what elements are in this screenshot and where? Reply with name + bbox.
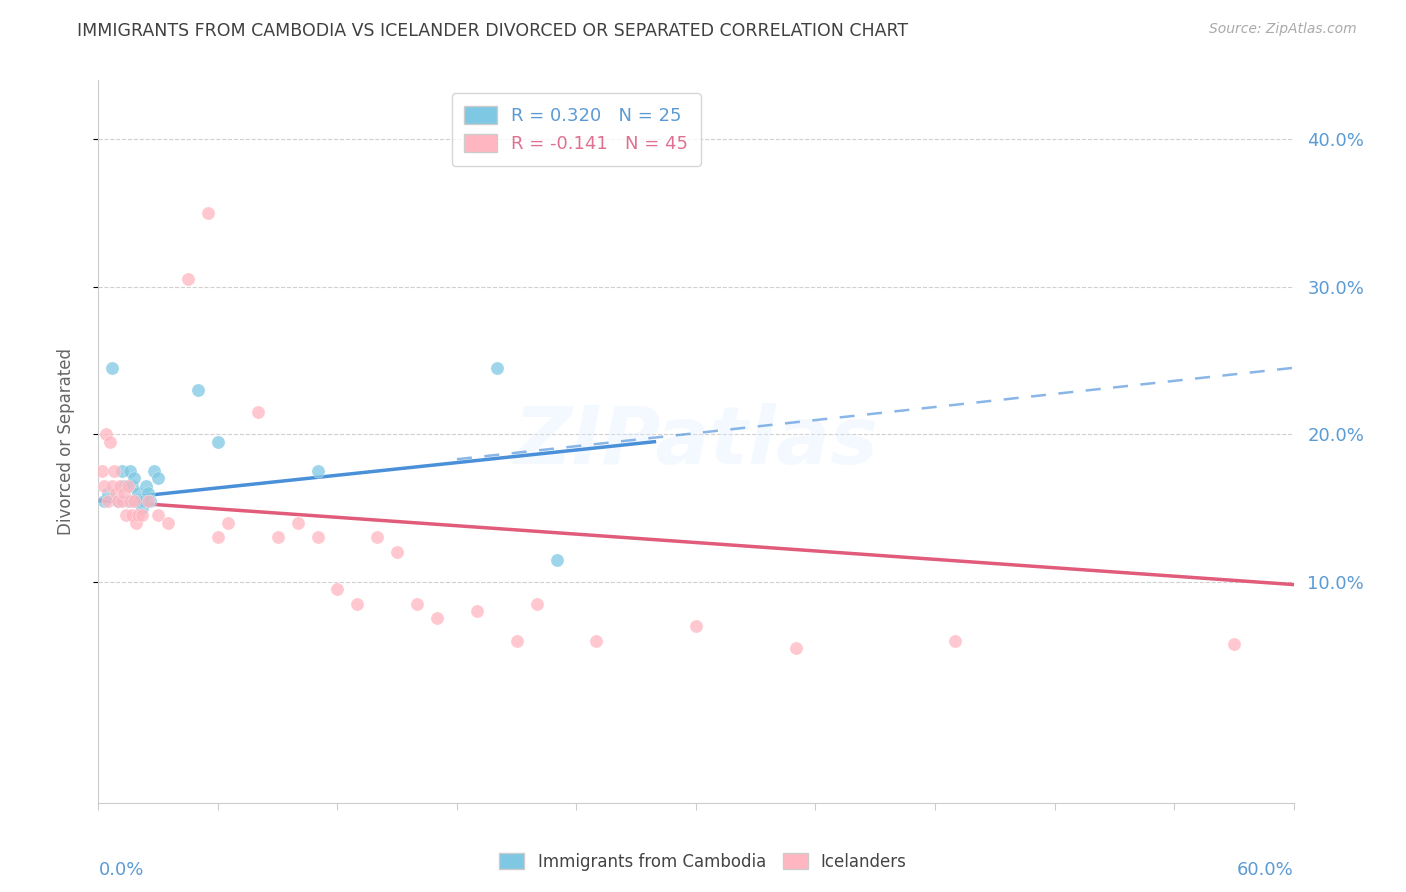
- Point: [93, 479, 115, 493]
- Point: [366, 530, 388, 544]
- Point: [97, 493, 120, 508]
- Point: [127, 508, 149, 523]
- Point: [136, 486, 159, 500]
- Legend: R = 0.320   N = 25, R = -0.141   N = 45: R = 0.320 N = 25, R = -0.141 N = 45: [451, 93, 702, 166]
- Point: [526, 597, 548, 611]
- Point: [943, 633, 966, 648]
- Point: [117, 479, 139, 493]
- Point: [101, 479, 124, 493]
- Point: [207, 434, 229, 449]
- Point: [139, 493, 162, 508]
- Point: [98, 434, 122, 449]
- Point: [115, 508, 138, 523]
- Point: [120, 464, 142, 478]
- Point: [93, 493, 115, 508]
- Point: [1223, 636, 1246, 650]
- Point: [111, 464, 134, 478]
- Point: [197, 206, 219, 220]
- Point: [91, 464, 114, 478]
- Point: [287, 516, 309, 530]
- Point: [125, 493, 148, 508]
- Point: [465, 604, 488, 618]
- Point: [112, 486, 135, 500]
- Text: Source: ZipAtlas.com: Source: ZipAtlas.com: [1209, 22, 1357, 37]
- Point: [585, 633, 607, 648]
- Point: [134, 493, 156, 508]
- Point: [307, 464, 329, 478]
- Point: [125, 516, 148, 530]
- Text: IMMIGRANTS FROM CAMBODIA VS ICELANDER DIVORCED OR SEPARATED CORRELATION CHART: IMMIGRANTS FROM CAMBODIA VS ICELANDER DI…: [77, 22, 908, 40]
- Point: [546, 552, 568, 566]
- Point: [217, 516, 239, 530]
- Point: [131, 508, 153, 523]
- Point: [177, 272, 200, 286]
- Point: [124, 493, 146, 508]
- Point: [207, 530, 229, 544]
- Text: 0.0%: 0.0%: [98, 861, 143, 880]
- Point: [157, 516, 180, 530]
- Point: [246, 405, 269, 419]
- Point: [103, 464, 125, 478]
- Point: [107, 493, 129, 508]
- Point: [148, 471, 170, 485]
- Point: [121, 508, 143, 523]
- Point: [112, 479, 135, 493]
- Point: [485, 360, 508, 375]
- Point: [120, 493, 142, 508]
- Point: [187, 383, 209, 397]
- Point: [385, 545, 409, 559]
- Point: [148, 508, 170, 523]
- Text: ZIPatlas: ZIPatlas: [513, 402, 879, 481]
- Point: [426, 611, 449, 625]
- Point: [135, 479, 157, 493]
- Point: [124, 471, 146, 485]
- Point: [506, 633, 529, 648]
- Point: [406, 597, 429, 611]
- Point: [785, 640, 807, 655]
- Point: [346, 597, 368, 611]
- Point: [685, 619, 707, 633]
- Point: [307, 530, 329, 544]
- Point: [107, 493, 129, 508]
- Point: [121, 479, 143, 493]
- Point: [267, 530, 290, 544]
- Point: [101, 360, 124, 375]
- Y-axis label: Divorced or Separated: Divorced or Separated: [56, 348, 75, 535]
- Point: [136, 493, 159, 508]
- Legend: Immigrants from Cambodia, Icelanders: Immigrants from Cambodia, Icelanders: [491, 845, 915, 880]
- Point: [129, 493, 152, 508]
- Text: 60.0%: 60.0%: [1237, 861, 1294, 880]
- Point: [117, 493, 139, 508]
- Point: [127, 486, 149, 500]
- Point: [110, 479, 132, 493]
- Point: [111, 493, 134, 508]
- Point: [96, 427, 118, 442]
- Point: [97, 486, 120, 500]
- Point: [326, 582, 349, 596]
- Point: [143, 464, 166, 478]
- Point: [105, 486, 128, 500]
- Point: [131, 500, 153, 515]
